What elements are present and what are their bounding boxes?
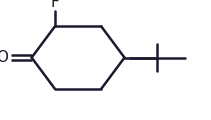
Text: O: O <box>0 50 8 65</box>
Text: F: F <box>50 0 59 10</box>
